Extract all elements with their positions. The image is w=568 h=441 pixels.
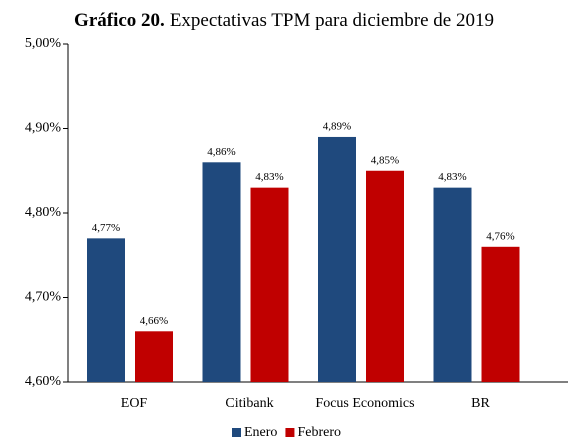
y-tick-label: 4,60% [25, 374, 62, 389]
x-tick-label: Citibank [225, 396, 273, 411]
y-tick-label: 5,00% [25, 36, 62, 51]
legend-label: Enero [244, 425, 277, 440]
value-label: 4,85% [371, 154, 399, 166]
legend-swatch [232, 428, 241, 437]
bar [135, 331, 173, 382]
y-tick-label: 4,70% [25, 290, 62, 305]
y-tick-label: 4,90% [25, 121, 62, 136]
value-label: 4,66% [140, 315, 168, 327]
chart-title: Gráfico 20. Expectativas TPM para diciemb… [74, 10, 494, 31]
title-text: Expectativas TPM para diciembre de 2019 [170, 10, 494, 31]
value-label: 4,76% [486, 230, 514, 242]
value-label: 4,86% [207, 146, 235, 158]
bar [366, 170, 404, 382]
y-tick-label: 4,80% [25, 205, 62, 220]
x-tick-label: EOF [121, 396, 148, 411]
legend-swatch [285, 428, 295, 437]
title-prefix: Gráfico 20. [74, 10, 165, 31]
bar [87, 238, 125, 382]
x-tick-label: Focus Economics [315, 396, 414, 411]
bar [250, 187, 289, 382]
value-label: 4,83% [438, 171, 466, 183]
value-label: 4,77% [92, 222, 120, 234]
x-tick-label: BR [471, 396, 490, 411]
bar [433, 187, 472, 382]
value-label: 4,83% [255, 171, 283, 183]
value-label: 4,89% [323, 120, 351, 132]
bar [481, 246, 520, 382]
bar [318, 136, 356, 382]
legend-label: Febrero [297, 425, 341, 440]
bar [202, 162, 241, 382]
